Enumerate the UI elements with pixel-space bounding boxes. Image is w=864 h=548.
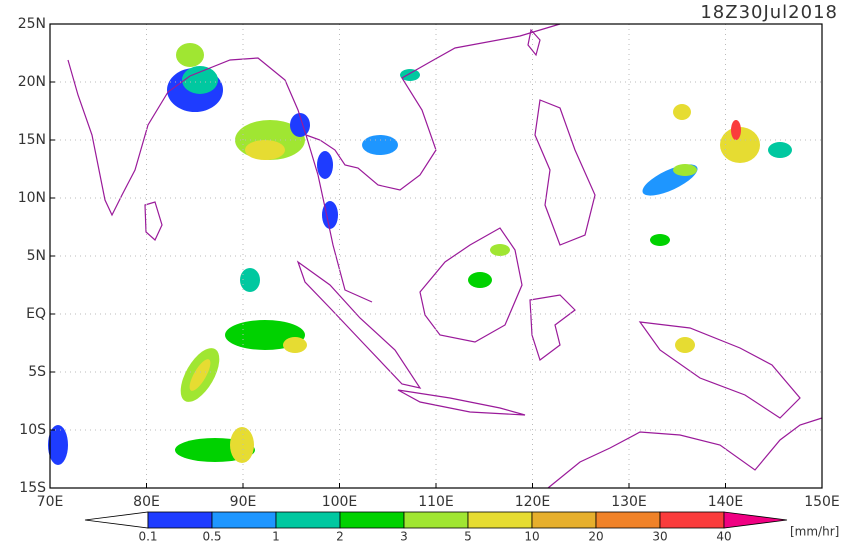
colorbar-over bbox=[723, 511, 788, 529]
colorbar-label: 0.5 bbox=[202, 530, 221, 544]
x-tick-label: 110E bbox=[418, 494, 454, 510]
x-tick-label: 100E bbox=[322, 494, 358, 510]
colorbar-label: 1 bbox=[272, 530, 280, 544]
colorbar-label: 10 bbox=[524, 530, 539, 544]
colorbar-segment bbox=[467, 511, 533, 529]
x-tick-label: 150E bbox=[804, 494, 840, 510]
coastline bbox=[534, 99, 596, 246]
precip-area bbox=[675, 337, 695, 353]
colorbar-unit: [mm/hr] bbox=[790, 525, 839, 539]
x-tick-label: 120E bbox=[515, 494, 551, 510]
colorbar-segment bbox=[531, 511, 597, 529]
y-tick-label: 5S bbox=[28, 364, 46, 380]
precip-area bbox=[768, 142, 792, 158]
precip-area bbox=[468, 272, 492, 288]
coastline bbox=[397, 389, 526, 416]
x-tick-label: 80E bbox=[133, 494, 160, 510]
coastline bbox=[529, 294, 576, 361]
x-tick-label: 90E bbox=[230, 494, 257, 510]
precip-area bbox=[182, 66, 218, 94]
colorbar-segment bbox=[659, 511, 725, 529]
precip-area bbox=[673, 164, 697, 176]
precip-area bbox=[176, 43, 204, 67]
coastline bbox=[527, 28, 541, 57]
precip-area bbox=[400, 69, 420, 81]
y-tick-label: EQ bbox=[26, 306, 46, 322]
colorbar-under bbox=[84, 511, 149, 529]
precip-area bbox=[283, 337, 307, 353]
colorbar-label: 3 bbox=[400, 530, 408, 544]
y-tick-label: 20N bbox=[18, 74, 46, 90]
precip-area bbox=[673, 104, 691, 120]
precip-area bbox=[48, 425, 68, 465]
colorbar-label: 40 bbox=[716, 530, 731, 544]
precip-area bbox=[317, 151, 333, 179]
precip-area bbox=[642, 164, 698, 196]
colorbar-label: 20 bbox=[588, 530, 603, 544]
map-frame bbox=[49, 23, 823, 489]
x-tick-label: 70E bbox=[37, 494, 64, 510]
colorbar-segment bbox=[339, 511, 405, 529]
y-tick-label: 5N bbox=[27, 248, 46, 264]
y-tick-label: 10S bbox=[19, 422, 46, 438]
coastline bbox=[305, 23, 561, 191]
precip-area bbox=[322, 201, 338, 229]
colorbar-segment bbox=[211, 511, 277, 529]
colorbar-label: 30 bbox=[652, 530, 667, 544]
colorbar-segment bbox=[595, 511, 661, 529]
colorbar-label: 2 bbox=[336, 530, 344, 544]
colorbar-segment bbox=[403, 511, 469, 529]
coastline bbox=[419, 227, 523, 343]
colorbar-label: 0.1 bbox=[138, 530, 157, 544]
y-tick-label: 10N bbox=[18, 190, 46, 206]
precip-area bbox=[490, 244, 510, 256]
precip-area bbox=[189, 359, 211, 391]
colorbar-segment bbox=[147, 511, 213, 529]
y-tick-label: 25N bbox=[18, 16, 46, 32]
colorbar-segment bbox=[275, 511, 341, 529]
precip-area bbox=[240, 268, 260, 292]
precip-area bbox=[731, 120, 741, 140]
precip-area bbox=[720, 127, 760, 163]
coastline bbox=[144, 201, 163, 241]
precip-area bbox=[230, 427, 254, 463]
timestamp: 18Z30Jul2018 bbox=[700, 2, 838, 23]
precip-area bbox=[362, 135, 398, 155]
y-tick-label: 15S bbox=[19, 480, 46, 496]
coastline bbox=[296, 260, 422, 389]
coastline bbox=[638, 321, 801, 419]
colorbar-label: 5 bbox=[464, 530, 472, 544]
coastlines bbox=[67, 23, 823, 489]
coastline bbox=[67, 57, 373, 303]
precip-area bbox=[650, 234, 670, 246]
x-tick-label: 130E bbox=[611, 494, 647, 510]
coastline bbox=[547, 417, 823, 489]
precip-area bbox=[245, 140, 285, 160]
y-tick-label: 15N bbox=[18, 132, 46, 148]
x-tick-label: 140E bbox=[708, 494, 744, 510]
